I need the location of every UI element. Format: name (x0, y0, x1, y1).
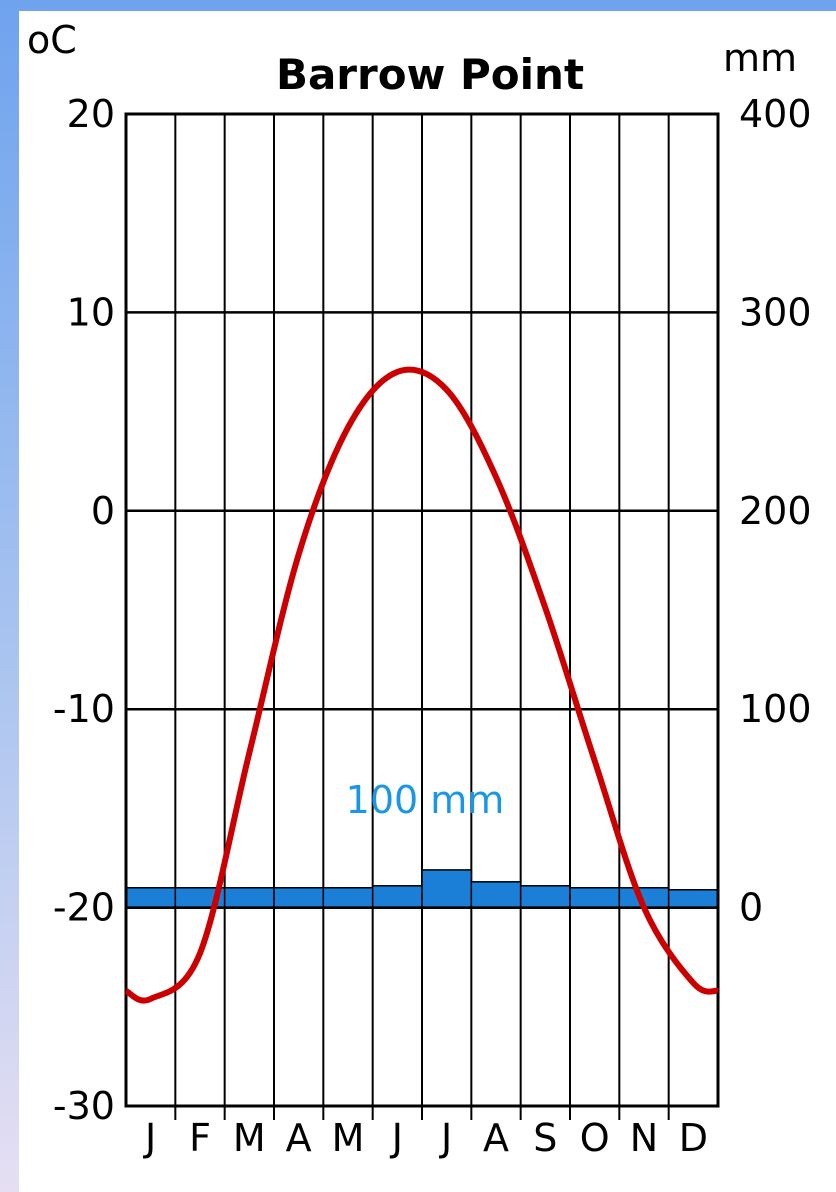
month-label: A (483, 1116, 509, 1160)
month-label: J (143, 1116, 156, 1160)
month-label: D (679, 1116, 708, 1160)
precip-bar (273, 887, 325, 909)
precipitation-annotation: 100 mm (346, 778, 505, 822)
month-label: S (533, 1116, 557, 1160)
precip-bar (125, 887, 177, 909)
right-tick-label: 400 (739, 92, 812, 136)
month-label: O (580, 1116, 610, 1160)
right-tick-label: 300 (739, 290, 812, 334)
precip-bar (470, 881, 522, 909)
month-label: M (233, 1116, 266, 1160)
precip-bar (519, 885, 571, 909)
left-axis-unit: oC (27, 18, 77, 62)
precip-bar (667, 888, 719, 909)
chart-frame: Barrow Point oC mm 100 mm 20 10 0 -10 -20 -30… (19, 11, 836, 1192)
left-tick-label: -30 (53, 1084, 115, 1128)
right-tick-label: 0 (739, 886, 763, 930)
left-tick-label: -20 (53, 886, 115, 930)
month-label: J (390, 1116, 403, 1160)
temperature-line (124, 366, 719, 1004)
chart-title: Barrow Point (276, 50, 584, 99)
month-label: N (630, 1116, 658, 1160)
right-tick-label: 200 (739, 489, 812, 533)
right-axis-unit: mm (723, 36, 797, 80)
month-label: A (286, 1116, 312, 1160)
precip-bar (223, 887, 275, 909)
precip-bar (569, 887, 621, 909)
left-tick-label: -10 (53, 687, 115, 731)
left-tick-label: 10 (67, 290, 115, 334)
month-label: F (189, 1116, 211, 1160)
climate-chart: Barrow Point oC mm 100 mm 20100-10-20-30… (27, 18, 812, 1160)
month-label: M (332, 1116, 365, 1160)
month-label: J (439, 1116, 452, 1160)
precip-bar (371, 885, 423, 909)
left-tick-label: 0 (91, 489, 115, 533)
precip-bar (322, 887, 374, 909)
precip-bar (421, 869, 473, 909)
right-tick-label: 100 (739, 687, 812, 731)
left-tick-label: 20 (67, 92, 115, 136)
